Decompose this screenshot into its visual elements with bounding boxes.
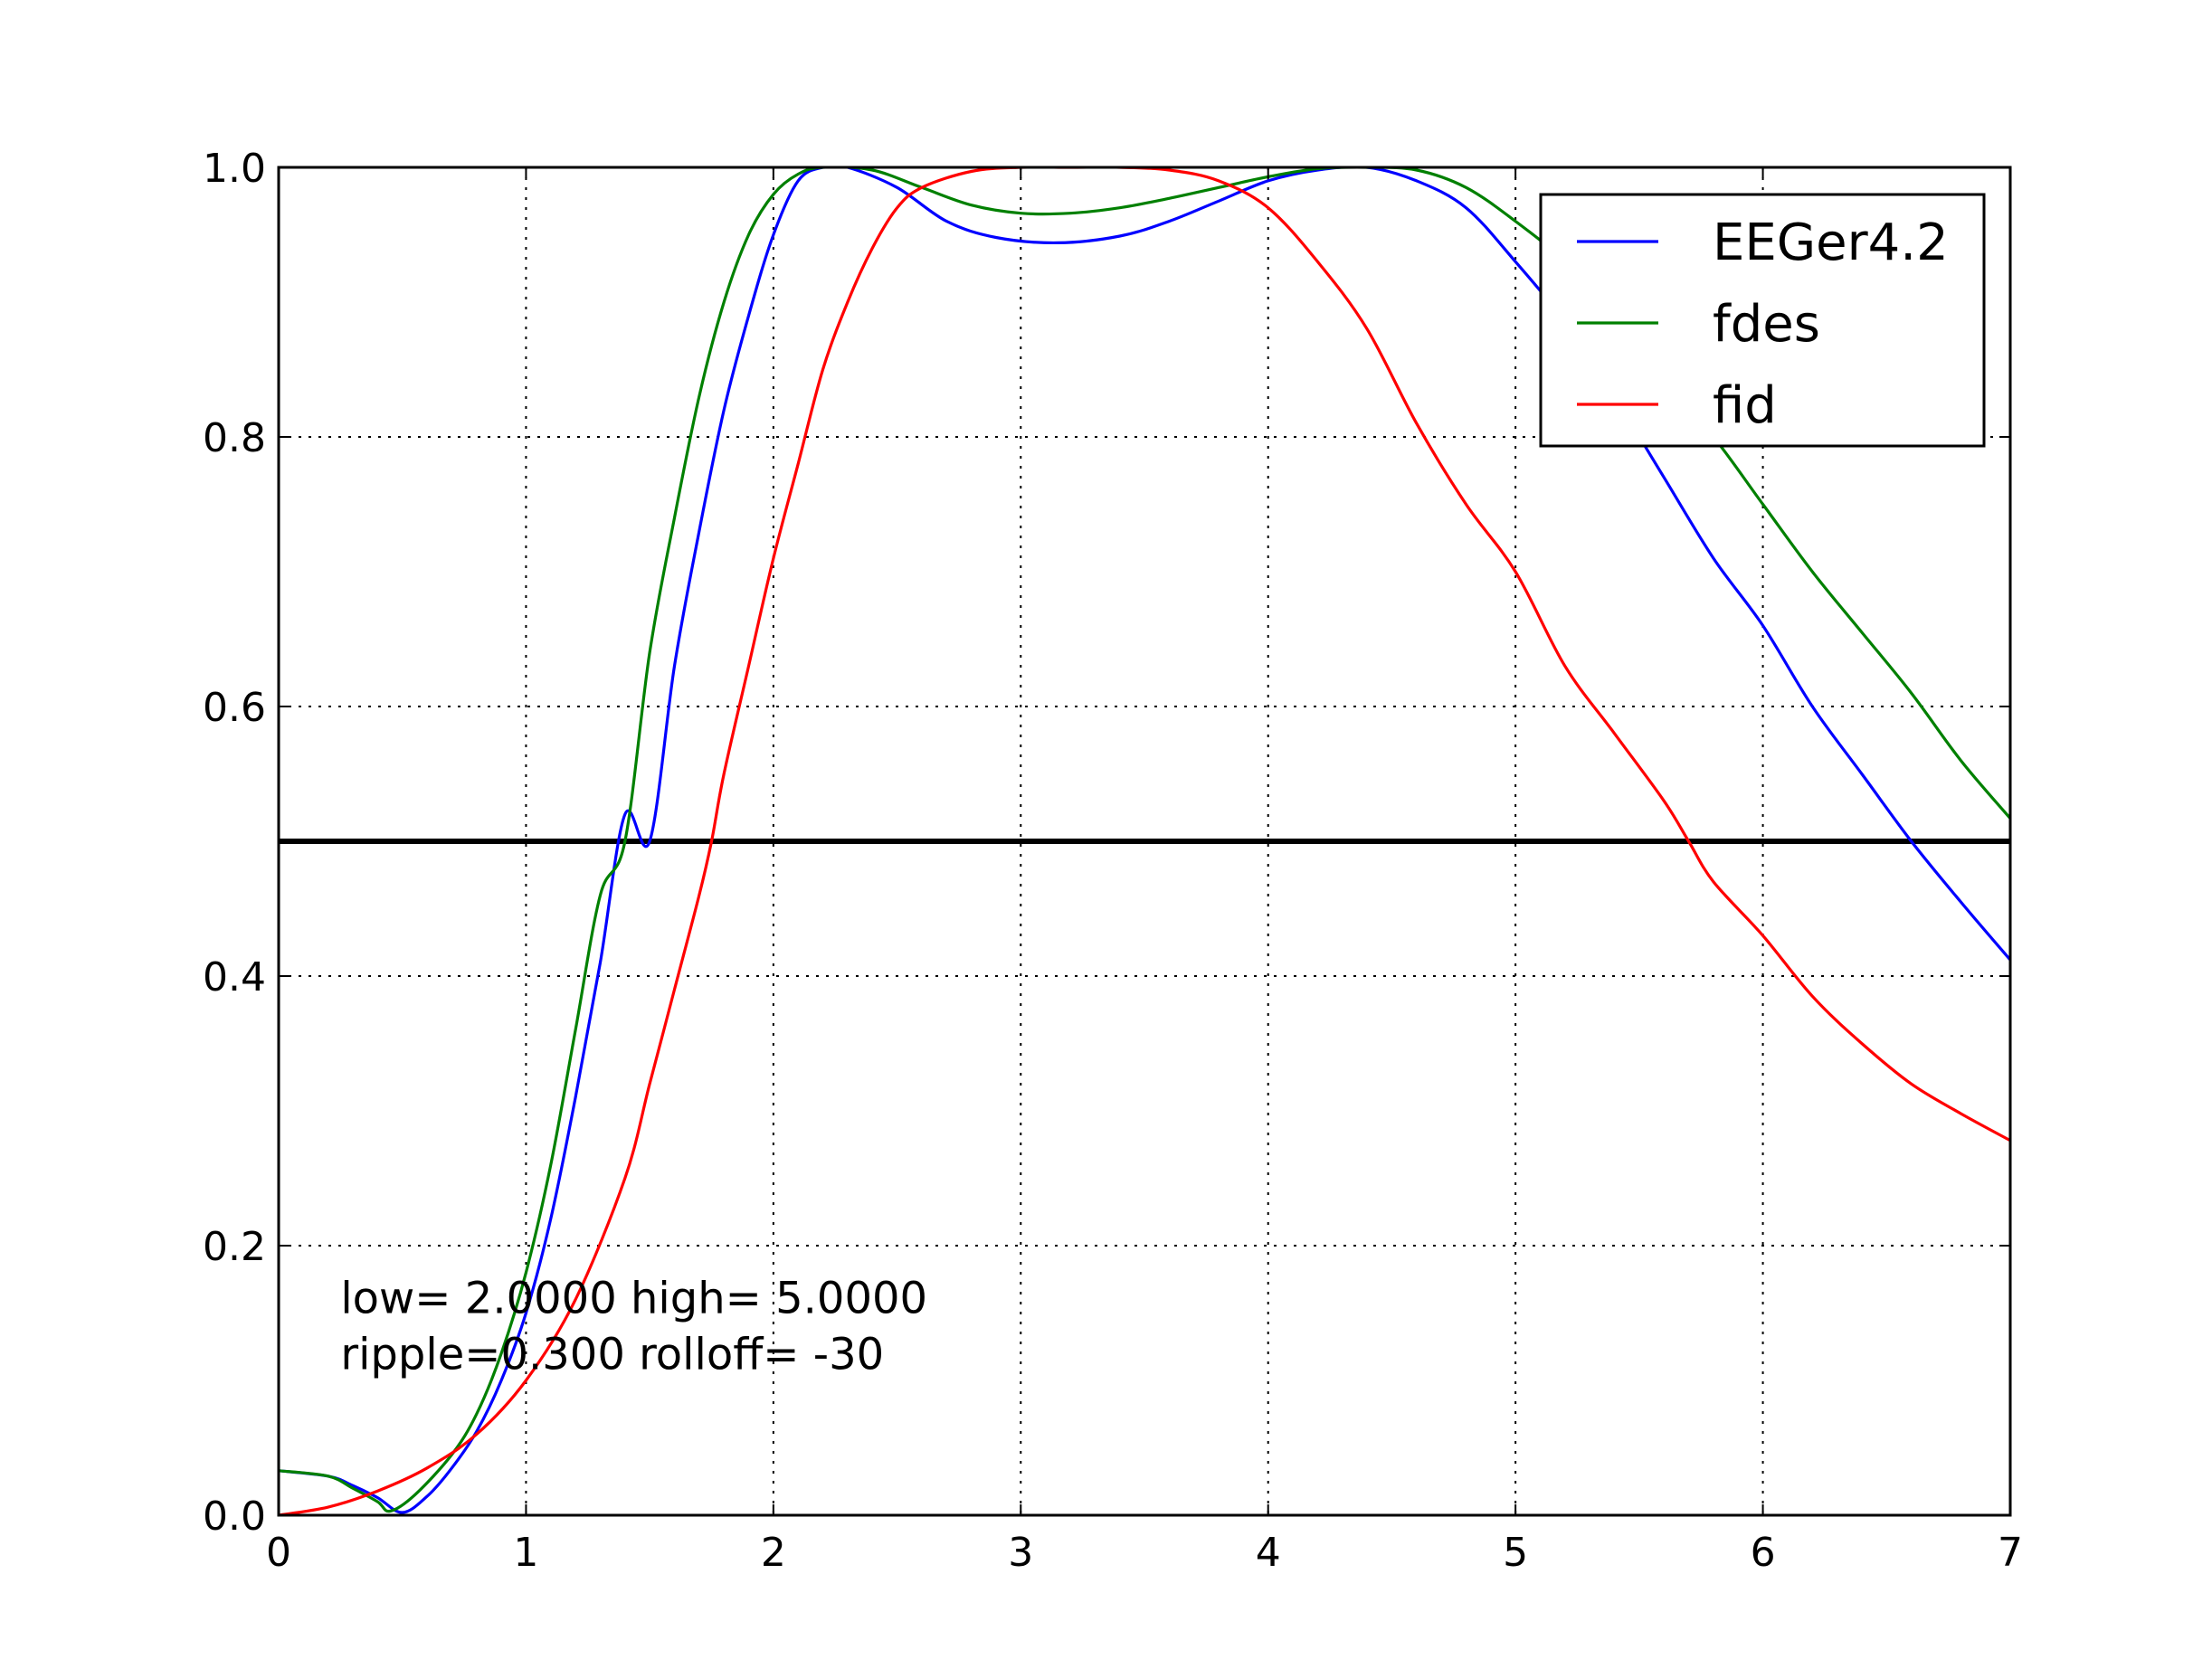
y-tick-label-5: 1.0 xyxy=(203,146,266,192)
annotation-line-2: ripple=0.300 rolloff= -30 xyxy=(340,1330,884,1380)
tick-labels: 0 1 2 3 4 5 6 7 0.0 0.2 0.4 0.6 0.8 1.0 xyxy=(203,146,2023,1576)
annotation-box: low= 2.0000 high= 5.0000 ripple=0.300 rol… xyxy=(340,1274,927,1380)
grid xyxy=(279,167,2010,1515)
legend-label-0: EEGer4.2 xyxy=(1713,213,1949,272)
y-tick-label-4: 0.8 xyxy=(203,415,266,461)
x-tick-label-7: 7 xyxy=(1998,1530,2023,1576)
x-tick-label-6: 6 xyxy=(1751,1530,1776,1576)
y-tick-label-1: 0.2 xyxy=(203,1224,266,1270)
x-tick-label-2: 2 xyxy=(761,1530,786,1576)
axes xyxy=(277,166,2012,1517)
x-tick-label-5: 5 xyxy=(1503,1530,1528,1576)
x-tick-label-4: 4 xyxy=(1256,1530,1281,1576)
y-tick-label-2: 0.4 xyxy=(203,954,266,1000)
x-tick-label-3: 3 xyxy=(1008,1530,1033,1576)
series-line-fid xyxy=(279,167,2010,1515)
axes-frame xyxy=(277,166,2012,1517)
x-tick-label-0: 0 xyxy=(266,1530,291,1576)
legend: EEGer4.2 fdes fid xyxy=(1539,193,1986,448)
series-line-eeger4-2 xyxy=(279,167,2010,1514)
y-tick-label-3: 0.6 xyxy=(203,685,266,731)
annotation-line-1: low= 2.0000 high= 5.0000 xyxy=(340,1274,927,1324)
x-tick-label-1: 1 xyxy=(513,1530,538,1576)
y-tick-label-0: 0.0 xyxy=(203,1494,266,1540)
legend-label-1: fdes xyxy=(1713,295,1820,354)
legend-label-2: fid xyxy=(1713,376,1777,435)
